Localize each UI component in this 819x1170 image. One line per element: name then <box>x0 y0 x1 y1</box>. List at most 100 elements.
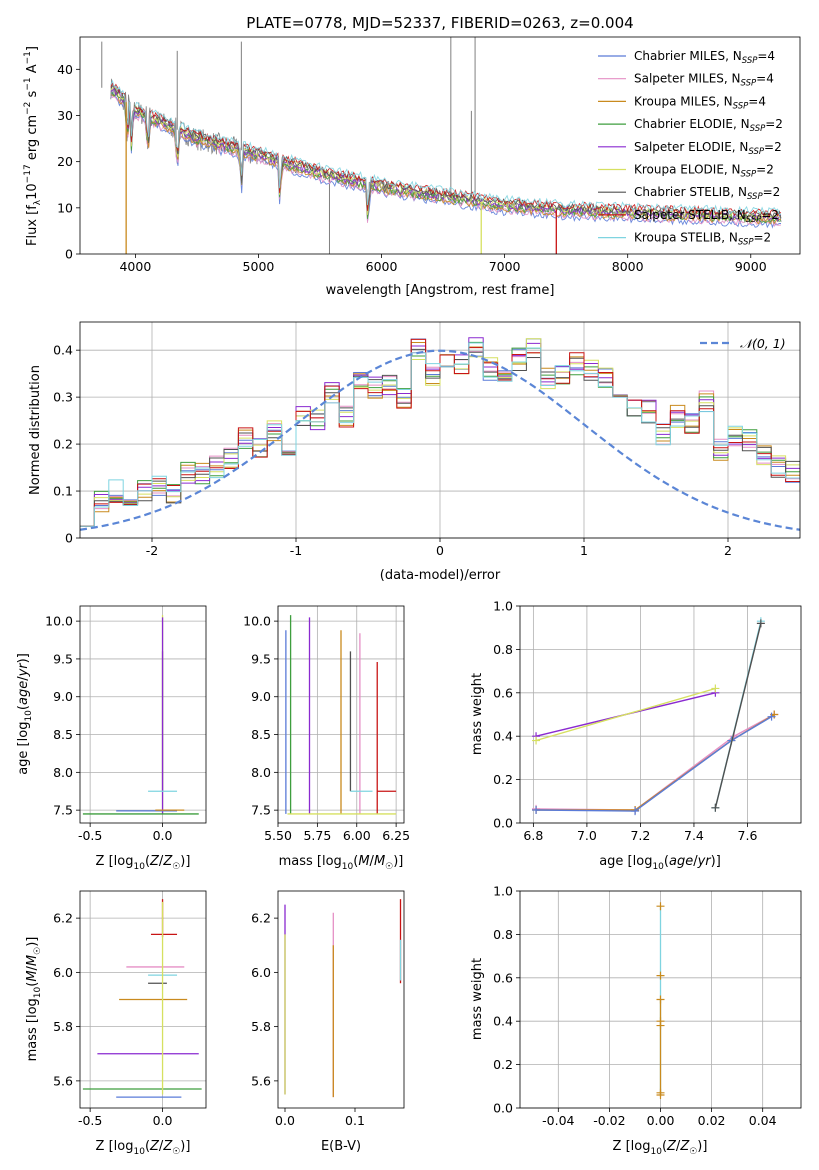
y-tick-label: 10.0 <box>243 614 271 629</box>
residual-histogram-step <box>80 337 800 527</box>
y-axis-label-part: / <box>25 965 40 970</box>
legend-entry: Chabrier MILES, NSSP=4 <box>634 49 775 66</box>
y-tick-label: 0.6 <box>493 970 513 985</box>
legend-entry: Salpeter STELIB, NSSP=2 <box>634 208 779 225</box>
y-tick-label: 6.0 <box>53 965 73 980</box>
x-axis-label: Z [log10(Z/Z☉)] <box>96 1139 191 1157</box>
x-axis-label-part: ☉ <box>689 1147 697 1157</box>
legend-entry-part: =4 <box>748 94 766 108</box>
axes-frame <box>79 605 207 824</box>
x-axis-label-part: M <box>374 854 385 869</box>
x-axis-label: Z [log10(Z/Z☉)] <box>96 854 191 872</box>
legend-entry: Kroupa STELIB, NSSP=2 <box>634 231 771 248</box>
gaussian-curve <box>80 349 800 531</box>
x-axis-label-part: )] <box>697 1139 707 1154</box>
legend-entry-part: SSP <box>742 56 758 66</box>
model-spectrum <box>110 91 781 229</box>
x-axis-label-part: / <box>676 1139 681 1154</box>
y-tick-label: 0.4 <box>493 729 513 744</box>
residual-histogram-plot-area <box>80 337 800 531</box>
y-tick-label: 0.2 <box>493 772 513 787</box>
y-tick-label: 7.5 <box>53 803 73 818</box>
x-tick-label: -0.5 <box>78 828 102 843</box>
y-axis-label-part: s <box>25 90 40 101</box>
y-tick-label: 0.4 <box>493 1014 513 1029</box>
x-axis-label-part: ( <box>664 854 669 869</box>
age-vs-mass-panel: 5.50 5.75 6.00 6.25 7.5 8.0 8.5 9.0 9.5 10.0 <box>243 605 410 843</box>
y-tick-label: 9.5 <box>251 651 271 666</box>
x-axis-label: age [log10(age/yr)] <box>599 854 721 872</box>
y-axis-label-part: λ <box>33 199 43 205</box>
y-tick-label: 6.0 <box>251 965 271 980</box>
legend-entry-part: Chabrier ELODIE, N <box>634 117 750 131</box>
legend-entry-part: SSP <box>741 79 757 89</box>
x-axis-label-part: ( <box>662 1139 667 1154</box>
legend-entry-part: =4 <box>756 72 774 86</box>
mass-weight-vs-age-plot-area <box>532 617 779 816</box>
axes-frame <box>79 36 801 255</box>
mass-vs-Z-panel: -0.5 0.0 5.6 5.8 6.0 6.2 <box>53 890 207 1128</box>
x-tick-label: 5.75 <box>303 828 331 843</box>
y-tick-label: 5.8 <box>53 1019 73 1034</box>
x-tick-label: 0 <box>436 543 444 558</box>
model-spectrum <box>110 95 782 228</box>
axes-frame <box>277 890 405 1109</box>
x-tick-label: 2 <box>724 543 732 558</box>
legend-entry-part: =2 <box>754 231 772 245</box>
x-axis-label-part: yr <box>697 854 713 869</box>
y-axis-label: mass [log10(M/M☉)] <box>25 937 43 1062</box>
x-axis-label-part: 10 <box>342 862 354 872</box>
y-axis-label-part: −2 <box>23 102 33 115</box>
mass-weight-vs-Z-panel: -0.04 -0.02 0.00 0.02 0.04 0.0 0.2 0.4 0.6 0.8 1.0 <box>493 884 802 1128</box>
x-tick-label: -1 <box>290 543 302 558</box>
x-axis-label-part: Z <box>149 1139 160 1154</box>
x-tick-label: 5.50 <box>264 828 292 843</box>
x-axis-label-part: Z <box>149 854 160 869</box>
y-tick-label: 1.0 <box>493 599 513 614</box>
mass-weight-point <box>767 712 776 721</box>
legend-entry: Kroupa ELODIE, NSSP=2 <box>634 163 774 180</box>
y-axis-label: Normed distribution <box>28 365 43 495</box>
y-axis-label-part: age <box>16 681 31 705</box>
x-axis-label-part: / <box>159 1139 164 1154</box>
residual-histogram-step <box>80 342 800 527</box>
legend-entry-part: =2 <box>763 185 781 199</box>
mass-weight-vs-Z-plot-area <box>656 902 665 1099</box>
legend-entry: Salpeter ELODIE, NSSP=2 <box>634 140 782 157</box>
x-axis-label-part: mass [log <box>279 854 342 869</box>
x-axis-label-part: Z [log <box>613 1139 651 1154</box>
residual-histogram-step <box>80 338 800 527</box>
y-axis-label-part: A <box>25 64 40 77</box>
x-tick-label: -0.5 <box>78 1113 102 1128</box>
y-tick-label: 10.0 <box>45 614 73 629</box>
x-axis-label-part: ( <box>353 854 358 869</box>
y-tick-label: 5.6 <box>251 1073 271 1088</box>
legend-entry-part: SSP <box>750 124 766 134</box>
y-axis-label-part: age [log <box>16 722 31 775</box>
y-axis-label-part: )] <box>25 937 40 947</box>
y-axis-label-part: M <box>25 955 40 966</box>
residual-histogram-step <box>80 342 800 527</box>
x-axis-label-part: Z <box>162 854 173 869</box>
y-tick-label: 5.8 <box>251 1019 271 1034</box>
x-tick-label: 9000 <box>735 259 767 274</box>
spectrum-plot-area <box>101 37 782 254</box>
y-tick-label: 9.0 <box>251 689 271 704</box>
legend-entry-part: Salpeter MILES, N <box>634 72 741 86</box>
legend-entry-part: SSP <box>747 192 763 202</box>
y-axis-label-part: −17 <box>23 164 33 183</box>
y-axis-label-part: mass [log <box>25 998 40 1061</box>
x-axis-label-part: ☉ <box>385 862 393 872</box>
x-tick-label: 0.04 <box>749 1113 777 1128</box>
y-axis-label-part: ☉ <box>33 947 43 955</box>
axes-frame <box>277 605 405 824</box>
y-tick-label: 8.5 <box>251 727 271 742</box>
model-spectrum <box>110 84 782 219</box>
mass-weight-point <box>711 684 720 693</box>
mass-weight-point <box>656 1021 665 1030</box>
x-tick-label: 5000 <box>243 259 275 274</box>
x-axis-label: (data-model)/error <box>380 568 501 583</box>
y-tick-label: 10 <box>57 200 73 215</box>
x-tick-label: 4000 <box>119 259 151 274</box>
